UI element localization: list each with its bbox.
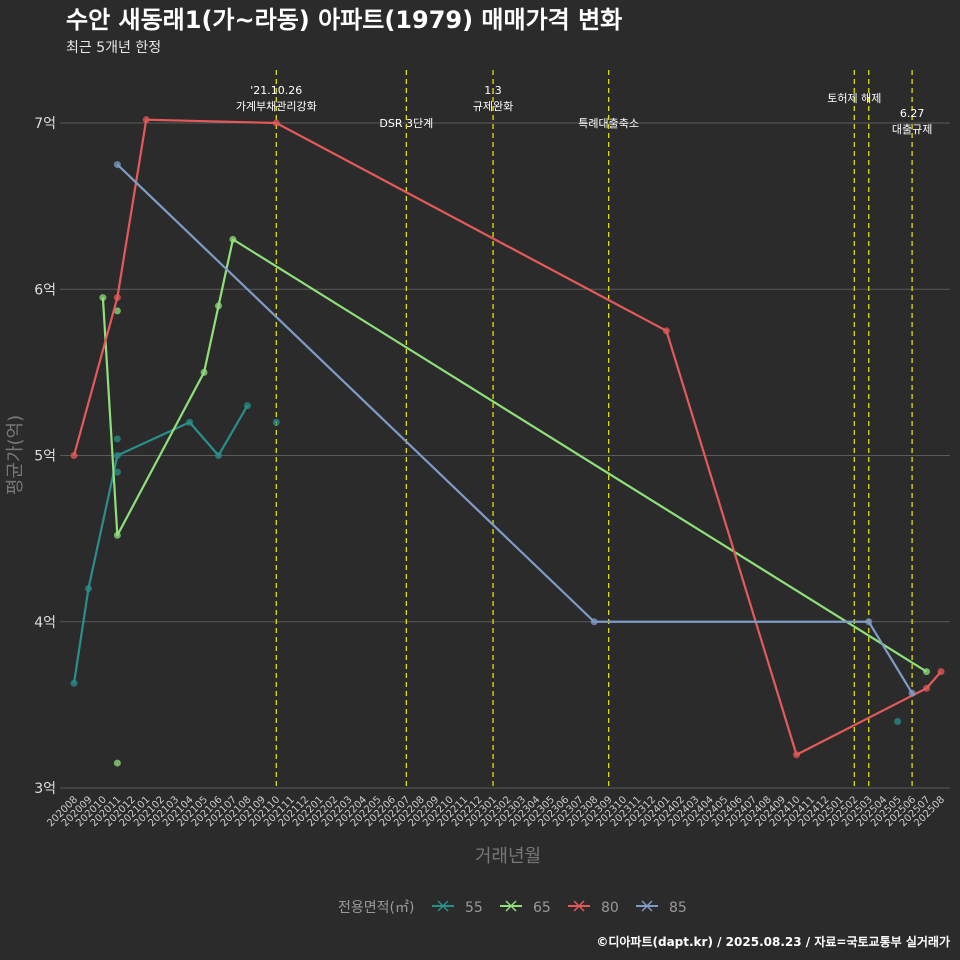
x-axis-ticks: 2020082020092020102020112020122021012021…	[45, 794, 947, 829]
data-point-55	[113, 452, 121, 459]
data-point-65	[229, 235, 237, 243]
event-annotation: 6.27	[900, 107, 925, 120]
data-point-55	[84, 585, 92, 592]
data-point-65	[113, 759, 121, 767]
legend-key-mark	[437, 900, 449, 912]
legend-label-85: 85	[669, 900, 687, 916]
series-lines	[70, 116, 945, 767]
legend-key-mark	[505, 900, 517, 912]
legend-label-80: 80	[601, 900, 619, 916]
data-point-55	[113, 468, 121, 476]
data-point-65	[113, 531, 121, 539]
event-annotation: '21.10.26	[250, 84, 302, 97]
grid	[60, 122, 950, 789]
data-point-85	[113, 161, 121, 169]
data-point-80	[113, 294, 121, 302]
data-point-55	[113, 435, 121, 443]
event-annotation: 1.3	[484, 84, 502, 97]
y-tick-label: 6억	[34, 282, 56, 298]
y-axis-title: 평균가(억)	[5, 415, 26, 495]
data-point-85	[865, 618, 873, 626]
chart-subtitle: 최근 5개년 한정	[66, 40, 161, 56]
x-axis-title: 거래년월	[475, 846, 541, 867]
event-annotation: DSR 3단계	[379, 117, 433, 130]
data-point-55	[186, 418, 194, 426]
legend: 전용면적(㎡) 55 65 80 85	[338, 900, 687, 916]
y-tick-label: 3억	[34, 781, 56, 797]
y-tick-label: 5억	[34, 449, 56, 465]
data-point-80	[937, 668, 945, 676]
data-point-80	[142, 116, 150, 124]
data-point-80	[662, 327, 670, 335]
y-tick-label: 4억	[34, 615, 56, 631]
series-line-80	[72, 118, 942, 756]
series-line-55	[72, 405, 249, 684]
data-point-65	[200, 368, 208, 376]
chart-title: 수안 새동래1(가~라동) 아파트(1979) 매매가격 변화	[66, 6, 622, 34]
data-point-85	[590, 618, 598, 626]
data-point-65	[215, 302, 222, 310]
data-point-85	[908, 689, 916, 697]
data-point-55	[894, 718, 902, 725]
legend-key-mark	[573, 900, 585, 912]
event-annotation: 가계부채관리강화	[236, 100, 317, 113]
legend-key-mark	[641, 900, 653, 912]
data-point-80	[923, 684, 931, 692]
legend-label-55: 55	[465, 900, 483, 916]
chart-caption: ©디아파트(dapt.kr) / 2025.08.23 / 자료=국토교통부 실…	[596, 934, 950, 949]
data-point-65	[113, 307, 121, 315]
data-point-65	[99, 294, 107, 302]
event-annotation: 규제완화	[473, 100, 513, 113]
y-axis-ticks: 3억 4억 5억 6억 7억	[34, 116, 56, 797]
data-point-55	[243, 402, 251, 410]
event-lines	[275, 70, 913, 788]
data-point-80	[793, 751, 800, 759]
data-point-55	[215, 452, 222, 459]
y-tick-label: 7억	[34, 116, 56, 132]
event-annotation: 특례대출축소	[578, 117, 639, 130]
event-annotation: 토허제 해제	[827, 91, 881, 105]
data-point-55	[272, 418, 280, 426]
event-annotation: 대출규제	[892, 123, 932, 136]
data-point-55	[70, 679, 78, 687]
series-line-85	[116, 163, 914, 694]
legend-label-65: 65	[533, 900, 551, 916]
data-point-65	[923, 668, 931, 676]
legend-title: 전용면적(㎡)	[338, 900, 414, 916]
data-point-80	[70, 452, 78, 459]
data-point-80	[272, 119, 280, 127]
series-line-65	[101, 238, 928, 673]
